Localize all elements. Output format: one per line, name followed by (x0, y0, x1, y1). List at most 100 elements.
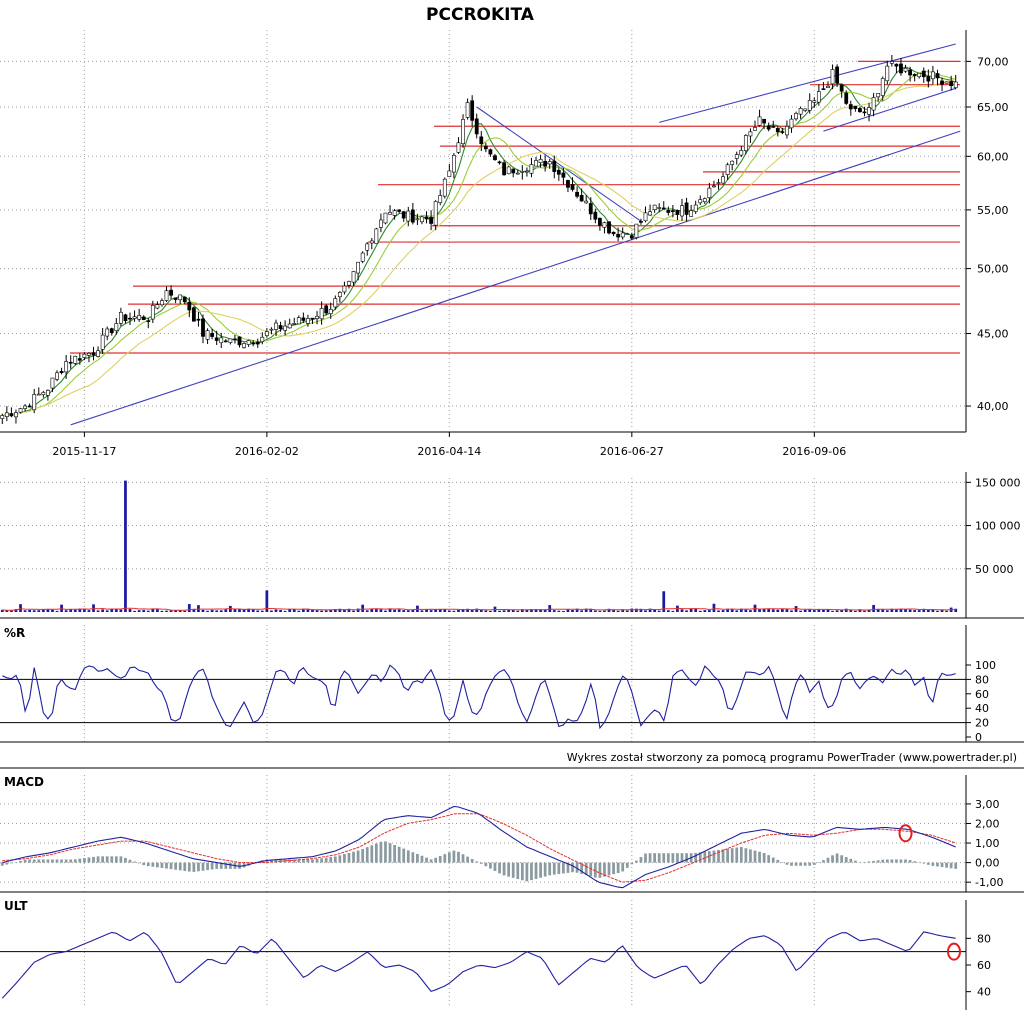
volume-bar (726, 608, 729, 612)
candle (18, 408, 23, 413)
candle (848, 104, 853, 110)
macd-histogram-bar (530, 862, 533, 881)
volume-bar (174, 610, 178, 612)
y-tick-label: 0,00 (975, 857, 1000, 870)
candle (803, 108, 808, 111)
volume-bar (393, 609, 396, 612)
macd-histogram-bar (908, 860, 912, 863)
macd-histogram-bar (730, 848, 734, 863)
macd-histogram-bar (603, 862, 606, 877)
macd-histogram-bar (215, 862, 219, 869)
macd-histogram-bar (780, 862, 784, 863)
volume-bar (890, 608, 894, 612)
macd-histogram-bar (872, 860, 875, 863)
candle (379, 219, 383, 228)
macd-histogram-bar (739, 846, 743, 863)
macd-histogram-bar (489, 862, 492, 869)
macd-histogram-bar (461, 854, 465, 863)
macd-histogram-bar (356, 850, 360, 863)
volume-bar (270, 610, 273, 612)
macd-histogram-bar (607, 862, 611, 876)
candle (447, 170, 452, 177)
volume-bar (333, 609, 337, 612)
macd-histogram-bar (676, 853, 679, 863)
macd-histogram-bar (511, 862, 515, 878)
macd-histogram-bar (694, 852, 698, 863)
volume-bar (356, 608, 360, 612)
macd-histogram-bar (443, 854, 447, 863)
macd-histogram-bar (78, 858, 82, 863)
volume-bar (133, 610, 136, 612)
volume-bar (219, 610, 223, 612)
macd-histogram-bar (644, 853, 647, 863)
volume-bar (812, 610, 816, 612)
candle (383, 212, 388, 224)
volume-bar (338, 608, 342, 612)
candle (766, 125, 771, 130)
volume-bar (274, 609, 278, 612)
macd-histogram-bar (685, 853, 688, 863)
macd-histogram-bar (799, 862, 802, 866)
volume-bar (671, 610, 675, 612)
macd-histogram-bar (438, 855, 442, 863)
macd-histogram-bar (110, 856, 114, 863)
volume-bar (844, 608, 848, 612)
volume-bar (744, 609, 748, 612)
volume-bar (19, 604, 22, 612)
candle (899, 63, 903, 74)
macd-histogram-bar (648, 853, 652, 863)
macd-histogram-bar (10, 862, 13, 864)
volume-bar (822, 609, 825, 612)
y-tick-label: 60,00 (977, 150, 1009, 163)
volume-bar (530, 609, 533, 612)
volume-bar (931, 610, 935, 612)
macd-histogram-bar (301, 859, 305, 863)
macd-histogram-bar (822, 860, 825, 863)
candle (406, 210, 411, 222)
candle (296, 317, 301, 325)
volume-bar (612, 609, 615, 612)
volume-bar (256, 610, 260, 612)
candle (410, 209, 415, 223)
macd-histogram-bar (397, 846, 401, 863)
candle (931, 71, 935, 80)
volume-bar (917, 610, 921, 612)
candle (698, 199, 703, 204)
candle (351, 271, 356, 283)
volume-bar (484, 610, 488, 612)
candle (160, 300, 164, 306)
macd-histogram-bar (133, 861, 136, 863)
volume-bar (251, 609, 255, 612)
candle (173, 297, 178, 300)
volume-bar (215, 610, 219, 612)
volume-bar (543, 609, 547, 612)
candle (807, 100, 812, 111)
volume-bar (808, 609, 812, 612)
candle (771, 126, 776, 128)
volume-bar (137, 610, 141, 612)
candle (689, 210, 694, 217)
volume-bar (187, 604, 191, 612)
volume-bar (306, 609, 310, 612)
volume-bar (46, 608, 50, 612)
volume-bar (329, 609, 333, 612)
macd-histogram-bar (406, 850, 410, 863)
macd-histogram-bar (370, 845, 374, 863)
macd-histogram-bar (703, 851, 707, 863)
candle (675, 209, 680, 215)
candle (246, 340, 251, 345)
volume-bar (698, 610, 702, 612)
macd-histogram-bar (470, 859, 474, 863)
volume-bar (639, 608, 643, 612)
candle (908, 69, 912, 76)
volume-bar (936, 610, 939, 612)
macd-histogram-bar (160, 862, 164, 868)
candle (547, 161, 552, 165)
macd-histogram-bar (146, 862, 150, 867)
macd-histogram-bar (479, 862, 483, 864)
candle (132, 316, 137, 319)
candle (109, 328, 114, 334)
macd-histogram-bar (51, 859, 54, 863)
macd-histogram-bar (849, 858, 853, 863)
